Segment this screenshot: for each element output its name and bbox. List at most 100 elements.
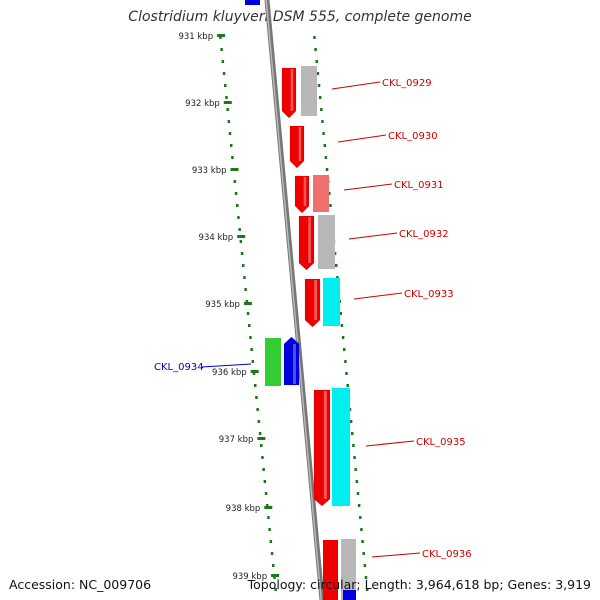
gene-label-leader (337, 134, 387, 143)
coordinate-tick (264, 506, 273, 509)
track-dot (363, 564, 367, 567)
genome-backbone-highlight (265, 0, 322, 600)
track-dot (336, 276, 339, 279)
track-dot (219, 36, 222, 39)
gene-block-ckl0933-cyan[interactable] (323, 278, 340, 326)
gene-label[interactable]: CKL_0930 (388, 131, 438, 142)
track-dot (222, 72, 226, 75)
track-dot (354, 468, 357, 471)
gene-block-ckl0929-gray[interactable] (301, 66, 317, 116)
track-dot (246, 312, 250, 315)
track-dot (320, 108, 323, 111)
track-dot (221, 60, 225, 63)
track-dot (353, 456, 356, 459)
gene-block-ckl0934-blue-shine (293, 344, 296, 384)
coordinate-tick (230, 168, 239, 171)
gene-block-ckl0929-red[interactable] (281, 67, 297, 119)
gene-label-leader (365, 440, 415, 447)
track-dot (359, 516, 362, 519)
coordinate-tick (217, 34, 226, 37)
track-dot (224, 84, 227, 87)
gene-label-leader (201, 363, 252, 368)
track-dot (270, 552, 274, 555)
gene-block-ckl0934-green[interactable] (265, 338, 281, 386)
track-dot (267, 516, 270, 519)
track-dot (225, 96, 228, 99)
genome-summary-text: Topology: circular; Length: 3,964,618 bp… (247, 577, 591, 592)
track-dot (237, 216, 240, 219)
track-dot (249, 336, 252, 339)
track-dot (261, 456, 264, 459)
gene-block-ckl0931-red[interactable] (294, 175, 310, 214)
track-dot (362, 552, 365, 555)
coordinate-tick-label: 938 kbp (226, 504, 261, 514)
track-dot (264, 492, 268, 495)
track-dot (238, 228, 241, 231)
track-dot (263, 480, 267, 483)
gene-block-ckl0934-blue-body (283, 336, 300, 386)
gene-label[interactable]: CKL_0931 (394, 180, 444, 191)
gene-block-ckl0932-red-body (298, 215, 315, 271)
coordinate-tick (250, 370, 259, 373)
accession-text: Accession: NC_009706 (9, 577, 152, 592)
gene-block-ckl0930-red-body (289, 125, 305, 169)
coordinate-tick-label: 931 kbp (178, 32, 213, 42)
gene-block-bottom-blue[interactable] (343, 590, 356, 600)
track-dot (262, 468, 265, 471)
right-dotted-track (313, 36, 369, 591)
track-dot (349, 420, 353, 423)
partial-blue-gene-top[interactable] (245, 0, 260, 5)
gene-label[interactable]: CKL_0932 (399, 229, 449, 240)
gene-label[interactable]: CKL_0929 (382, 78, 432, 89)
track-dot (316, 72, 320, 75)
track-dot (345, 372, 348, 375)
track-dot (346, 384, 349, 387)
track-dot (258, 432, 262, 435)
track-dot (242, 264, 245, 267)
track-dot (268, 528, 271, 531)
gene-block-ckl0936-red[interactable] (323, 540, 338, 600)
gene-block-ckl0935-cyan[interactable] (332, 388, 350, 506)
gene-label[interactable]: CKL_0936 (422, 549, 472, 560)
gene-block-ckl0931-pink[interactable] (313, 175, 329, 212)
track-dot (325, 168, 329, 171)
track-dot (342, 348, 346, 351)
coordinate-tick (237, 235, 246, 238)
track-dot (260, 444, 263, 447)
coordinate-tick-label: 934 kbp (199, 233, 234, 243)
track-dot (228, 132, 232, 135)
track-dot (274, 588, 277, 591)
gene-block-ckl0931-red-shine (303, 177, 307, 206)
gene-block-ckl0929-red-body (281, 67, 297, 119)
track-dot (236, 204, 239, 207)
track-dot (351, 432, 354, 435)
gene-block-ckl0935-red[interactable] (313, 389, 331, 507)
coordinate-tick-label: 933 kbp (192, 166, 227, 176)
track-dot (244, 288, 247, 291)
track-dot (352, 444, 355, 447)
track-dot (364, 576, 368, 579)
gene-label[interactable]: CKL_0935 (416, 437, 466, 448)
track-dot (314, 48, 317, 51)
gene-label-leader (371, 552, 421, 558)
track-dot (257, 420, 261, 423)
gene-label[interactable]: CKL_0933 (404, 289, 454, 300)
gene-block-ckl0934-blue[interactable] (283, 336, 300, 386)
track-dot (357, 504, 361, 507)
track-dot (233, 180, 237, 183)
gene-block-ckl0930-red[interactable] (289, 125, 305, 169)
gene-label[interactable]: CKL_0934 (154, 362, 204, 373)
genome-title: Clostridium kluyveri DSM 555, complete g… (128, 9, 472, 25)
gene-block-ckl0932-gray[interactable] (318, 215, 335, 269)
track-dot (361, 540, 364, 543)
track-dot (231, 156, 234, 159)
track-dot (355, 480, 359, 483)
track-dot (254, 384, 257, 387)
gene-block-ckl0936-gray[interactable] (341, 539, 356, 600)
gene-block-ckl0932-red[interactable] (298, 215, 315, 271)
track-dot (329, 204, 332, 207)
gene-block-ckl0930-red-shine (298, 127, 302, 161)
gene-block-ckl0933-red[interactable] (304, 278, 321, 328)
gene-block-ckl0933-red-shine (314, 280, 317, 320)
